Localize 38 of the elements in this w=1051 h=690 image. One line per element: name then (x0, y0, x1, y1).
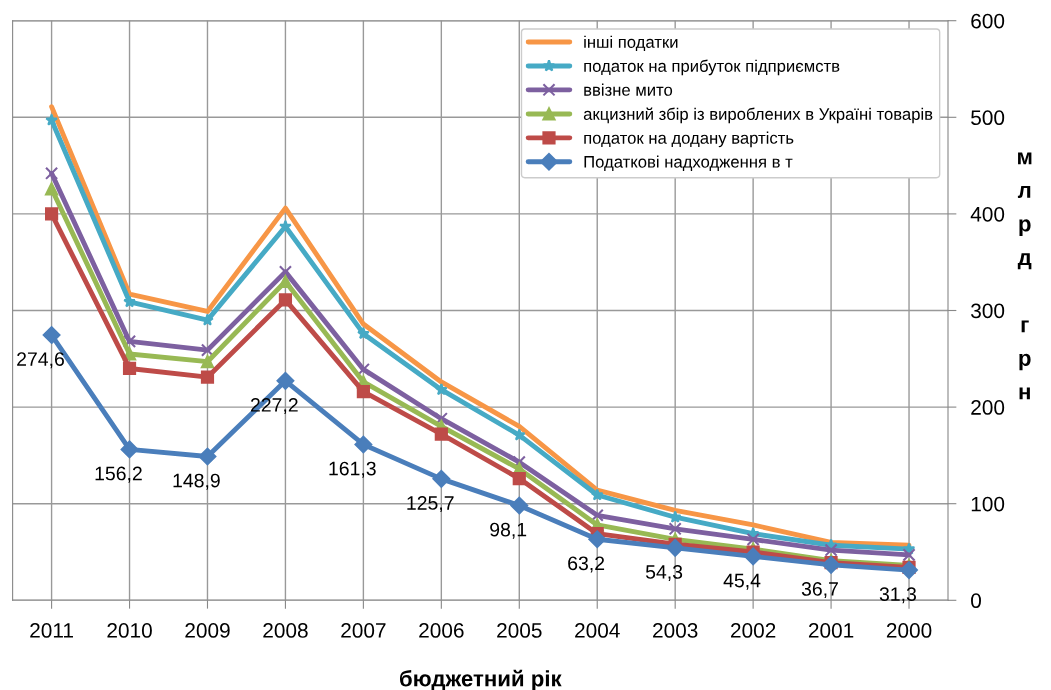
x-tick-label: 2004 (575, 623, 620, 638)
data-label: 54,3 (645, 565, 683, 582)
x-axis-title: бюджетний рік (399, 669, 562, 690)
data-label: 36,7 (801, 582, 838, 599)
y-tick-label: 400 (970, 206, 1005, 222)
legend-label: ввізне мито (584, 83, 673, 96)
x-tick-label: 2008 (263, 623, 308, 638)
y-tick-label: 500 (971, 110, 1005, 126)
y-tick-label: 200 (971, 400, 1005, 415)
data-label: 63,2 (568, 556, 605, 573)
y-tick-label: 600 (971, 13, 1005, 29)
legend-label: податок на прибуток підприємств (584, 59, 840, 76)
legend-label: Податкові надходження в т (584, 155, 793, 171)
x-tick-label: 2002 (731, 623, 776, 638)
data-label: 125,7 (407, 496, 454, 513)
data-label: 98,1 (490, 522, 527, 539)
x-tick-label: 2003 (653, 623, 698, 638)
y-tick-label: 0 (971, 593, 981, 609)
y-tick-label: 300 (971, 303, 1005, 319)
x-tick-label: 2005 (497, 623, 542, 638)
x-tick-label: 2006 (419, 623, 464, 638)
data-label: 148,9 (173, 473, 220, 490)
data-label: 31,3 (879, 587, 916, 604)
y-tick-label: 100 (971, 496, 1005, 512)
x-tick-label: 2007 (341, 623, 386, 638)
text: млрд грн (1017, 152, 1032, 400)
data-label: 274,6 (17, 352, 64, 369)
x-tick-label: 2009 (185, 623, 230, 638)
legend-label: інші податки (584, 35, 678, 52)
x-tick-label: 2011 (30, 623, 73, 638)
data-label: 156,2 (95, 466, 142, 483)
data-label: 161,3 (329, 461, 376, 478)
x-tick-label: 2000 (886, 623, 932, 638)
legend-label: акцизний збір із вироблених в Україні товарів (583, 107, 933, 124)
data-label: 45,4 (723, 573, 761, 590)
x-tick-label: 2010 (107, 623, 152, 638)
x-tick-label: 2001 (808, 623, 854, 638)
legend-label: податок на додану вартість (584, 131, 794, 148)
